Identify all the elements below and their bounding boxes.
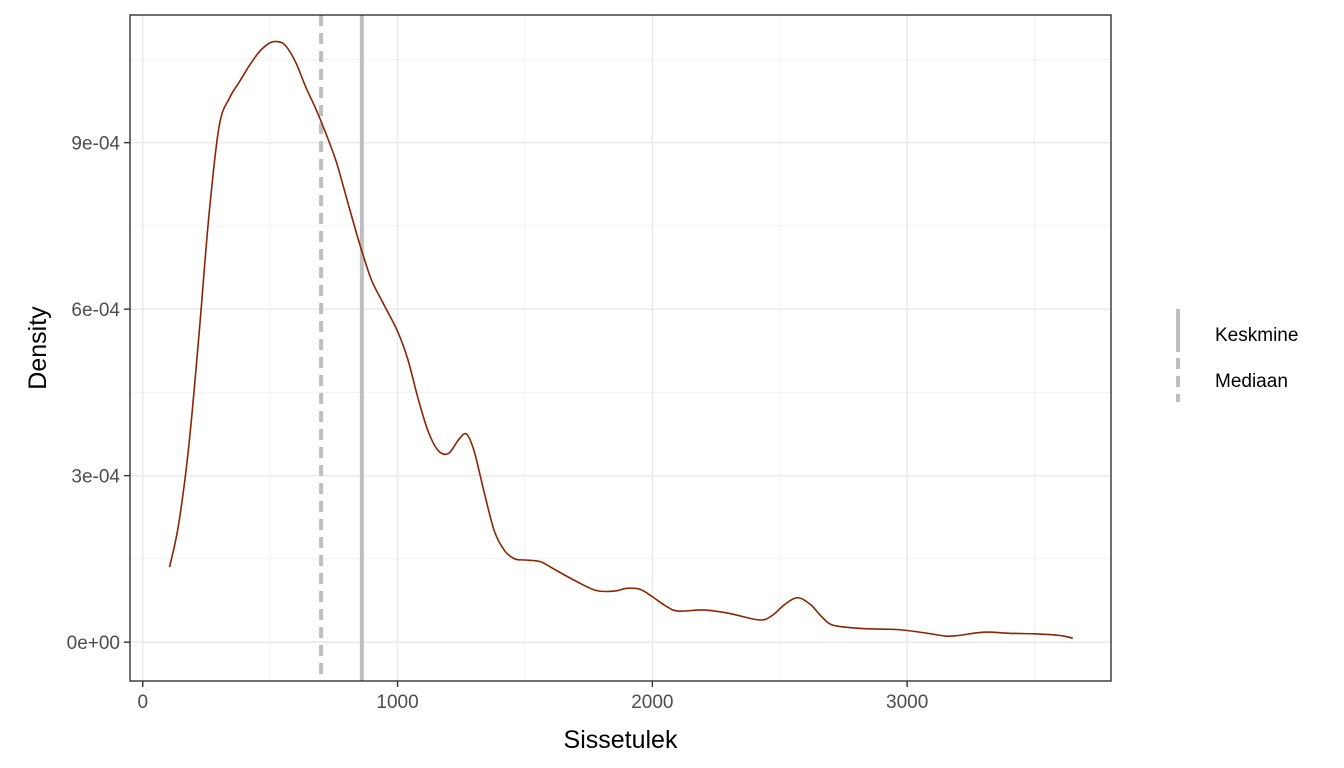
legend-label: Mediaan (1215, 371, 1288, 392)
x-tick-label: 3000 (886, 692, 928, 713)
y-tick-label: 0e+00 (67, 633, 120, 654)
x-tick-label: 0 (137, 692, 148, 713)
x-axis: 0 1000 2000 3000 (137, 681, 928, 713)
legend-label: Keskmine (1215, 325, 1298, 346)
plot-area (129, 14, 1112, 682)
legend: Keskmine Mediaan (1176, 309, 1298, 402)
reference-lines (319, 15, 364, 681)
density-series (168, 40, 1073, 640)
major-gridlines (130, 15, 1111, 681)
y-tick-label: 6e-04 (71, 300, 120, 321)
y-tick-label: 9e-04 (71, 134, 120, 155)
density-line (168, 40, 1073, 640)
y-axis-title: Density (24, 306, 52, 390)
y-tick-label: 3e-04 (71, 467, 120, 488)
plot-panel (130, 15, 1111, 681)
x-tick-label: 1000 (376, 692, 418, 713)
y-axis: 0e+00 3e-04 6e-04 9e-04 (67, 134, 130, 654)
panel-border (129, 14, 1112, 682)
x-axis-title: Sissetulek (564, 726, 678, 754)
x-tick-label: 2000 (631, 692, 673, 713)
